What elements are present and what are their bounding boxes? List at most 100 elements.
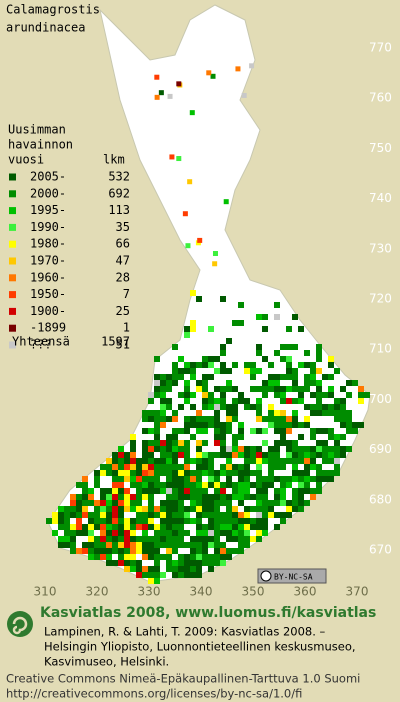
logo-spiral: [12, 616, 28, 635]
cell: [112, 482, 118, 488]
cell: [142, 416, 148, 422]
cell: [166, 518, 172, 524]
cell: [274, 314, 280, 320]
cell: [334, 464, 340, 470]
cell: [166, 488, 172, 494]
cell: [100, 506, 106, 512]
legend-count: 51: [116, 338, 130, 352]
cell: [154, 554, 160, 560]
cell: [274, 302, 280, 308]
cell: [160, 572, 166, 578]
cell: [244, 446, 250, 452]
cell: [232, 506, 238, 512]
cell: [226, 512, 232, 518]
cell: [160, 554, 166, 560]
cell: [334, 368, 340, 374]
legend-count: 113: [108, 203, 130, 217]
cell: [202, 458, 208, 464]
cell: [316, 488, 322, 494]
cell: [220, 542, 226, 548]
cell: [226, 464, 232, 470]
cell: [232, 530, 238, 536]
cell: [172, 470, 178, 476]
cell: [142, 440, 148, 446]
cell: [304, 404, 310, 410]
cell: [136, 566, 142, 572]
cell: [70, 530, 76, 536]
cell: [160, 440, 166, 446]
cell: [112, 548, 118, 554]
cell: [160, 500, 166, 506]
cell: [130, 494, 136, 500]
cell: [130, 482, 136, 488]
cell: [208, 404, 214, 410]
cell: [244, 524, 250, 530]
cell: [286, 386, 292, 392]
cell: [136, 482, 142, 488]
legend-swatch: [9, 274, 16, 282]
cell: [154, 440, 160, 446]
cell: [196, 458, 202, 464]
cell: [214, 482, 220, 488]
cell: [178, 368, 184, 374]
cell: [94, 470, 100, 476]
cell: [256, 500, 262, 506]
cell: [214, 560, 220, 566]
cell: [238, 536, 244, 542]
cell: [130, 452, 136, 458]
cell: [208, 362, 214, 368]
cell: [172, 440, 178, 446]
cell: [238, 452, 244, 458]
cell: [130, 530, 136, 536]
cell: [184, 482, 190, 488]
cell: [244, 512, 250, 518]
cell: [190, 476, 196, 482]
x-label: 360: [294, 585, 317, 599]
cell: [124, 536, 130, 542]
cell: [256, 506, 262, 512]
cell: [292, 314, 298, 320]
legend-heading: Uusimman: [8, 123, 66, 137]
cell: [346, 410, 352, 416]
cell: [208, 374, 214, 380]
cell: [118, 494, 124, 500]
cell: [196, 422, 202, 428]
cell: [220, 422, 226, 428]
cell: [70, 500, 76, 506]
cell: [322, 452, 328, 458]
cell: [130, 434, 136, 440]
cell: [238, 446, 244, 452]
cell: [148, 452, 154, 458]
cell: [190, 506, 196, 512]
cell: [220, 482, 226, 488]
cell: [100, 518, 106, 524]
cell: [178, 374, 184, 380]
cell: [178, 446, 184, 452]
cell: [148, 506, 154, 512]
cell: [274, 386, 280, 392]
cell: [82, 494, 88, 500]
cell: [172, 446, 178, 452]
cell: [148, 416, 154, 422]
cell: [184, 560, 190, 566]
cell: [106, 494, 112, 500]
cell: [286, 458, 292, 464]
cell: [214, 554, 220, 560]
cell: [322, 458, 328, 464]
cell: [124, 524, 130, 530]
cell: [58, 512, 64, 518]
cell: [196, 476, 202, 482]
cell: [190, 422, 196, 428]
cell: [292, 464, 298, 470]
cell: [112, 452, 118, 458]
y-label: 690: [369, 442, 392, 456]
cell: [340, 446, 346, 452]
cell: [82, 548, 88, 554]
cell: [208, 494, 214, 500]
legend-count: 28: [116, 270, 130, 284]
cell: [214, 536, 220, 542]
cell: [256, 494, 262, 500]
cell: [202, 392, 208, 398]
cell: [100, 530, 106, 536]
cell: [196, 488, 202, 494]
